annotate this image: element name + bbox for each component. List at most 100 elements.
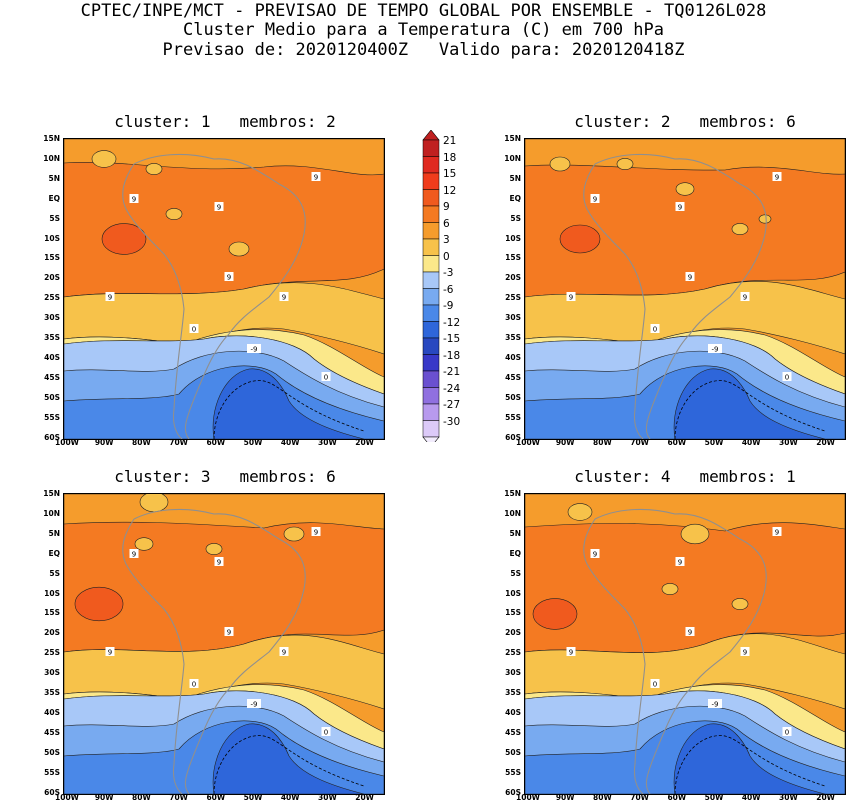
svg-text:0: 0	[785, 729, 789, 737]
colorbar-swatch	[422, 288, 440, 306]
latitude-tick-label: 30S	[505, 668, 521, 678]
contour-label: -9	[247, 344, 261, 354]
svg-text:9: 9	[569, 294, 573, 302]
longitude-tick-label: 80W	[132, 793, 151, 802]
latitude-tick-label: 45S	[44, 727, 60, 737]
longitude-tick-label: 70W	[630, 438, 649, 447]
latitude-tick-label: EQ	[48, 548, 61, 558]
contour-label: 9	[129, 549, 139, 559]
longitude-tick-label: 40W	[741, 793, 761, 802]
svg-text:9: 9	[314, 529, 318, 537]
latitude-tick-label: 5N	[48, 173, 61, 183]
svg-text:9: 9	[314, 174, 318, 182]
temperature-band	[525, 522, 845, 654]
map-canvas: 9 9 9 9 9 9 0 0 -9	[525, 494, 845, 794]
contour-label: 9	[685, 272, 695, 282]
svg-text:0: 0	[785, 374, 789, 382]
panel-title: cluster: 1 membros: 2	[114, 112, 336, 131]
colorbar-tick-label: 15	[443, 168, 457, 180]
longitude-tick-label: 60W	[667, 793, 687, 802]
longitude-tick-label: 70W	[169, 438, 188, 447]
latitude-tick-label: 10N	[43, 153, 60, 163]
temperature-map-panel: 9 9 9 9 9 9 0 0 -9	[63, 138, 385, 440]
temperature-cell	[661, 583, 679, 595]
contour-label: 0	[321, 372, 331, 382]
svg-text:9: 9	[217, 559, 221, 567]
contour-label: 9	[675, 202, 685, 212]
svg-text:-9: -9	[251, 701, 258, 709]
colorbar-swatch	[422, 387, 440, 405]
contour-label: 9	[685, 627, 695, 637]
latitude-tick-label: 55S	[505, 767, 521, 777]
colorbar-tick-label: 21	[443, 135, 457, 147]
colorbar-swatch	[422, 321, 440, 339]
map-canvas: 9 9 9 9 9 9 0 0 -9	[64, 494, 384, 794]
colorbar-swatch	[422, 255, 440, 273]
colorbar-tick-label: -3	[443, 267, 454, 279]
temperature-band	[212, 723, 365, 794]
svg-text:-9: -9	[712, 346, 719, 354]
contour-label: 9	[214, 557, 224, 567]
latitude-tick-label: 60S	[505, 432, 521, 442]
contour-label: 9	[590, 194, 600, 204]
colorbar-max-arrow	[422, 130, 440, 141]
contour-label: 0	[189, 679, 199, 689]
temperature-cell	[680, 523, 710, 545]
longitude-tick-label: 30W	[779, 438, 798, 447]
latitude-tick-label: 25S	[505, 648, 521, 658]
colorbar-swatch	[422, 304, 440, 322]
colorbar-tick-label: -18	[443, 349, 461, 362]
latitude-tick-label: 5N	[509, 173, 522, 183]
latitude-tick-label: 15S	[44, 253, 60, 263]
latitude-tick-label: 35S	[44, 333, 60, 342]
longitude-tick-label: 90W	[94, 793, 114, 802]
latitude-tick-label: 25S	[505, 293, 521, 303]
svg-text:9: 9	[108, 649, 112, 657]
latitude-tick-label: 40S	[505, 352, 521, 362]
latitude-tick-label: 35S	[44, 688, 60, 697]
contour-label: 9	[279, 292, 289, 302]
temperature-cell	[731, 598, 749, 610]
colorbar-tick-label: -12	[443, 316, 461, 329]
contour-dashed	[213, 735, 365, 794]
colorbar-swatch	[422, 189, 440, 207]
svg-text:9: 9	[688, 274, 692, 282]
temperature-map-panel: 9 9 9 9 9 9 0 0 -9	[63, 493, 385, 795]
temperature-cell	[165, 208, 183, 220]
longitude-tick-label: 80W	[132, 438, 151, 447]
temperature-band	[64, 521, 384, 653]
latitude-tick-label: 50S	[505, 392, 521, 402]
main-title: CPTEC/INPE/MCT - PREVISAO DE TEMPO GLOBA…	[80, 1, 767, 21]
forecast-dates: Previsao de: 2020120400Z Valido para: 20…	[162, 40, 685, 60]
contour-dashed	[674, 380, 826, 439]
longitude-tick-label: 100W	[55, 793, 79, 802]
colorbar-tick-label: -21	[443, 366, 461, 378]
latitude-tick-label: 10N	[43, 508, 60, 518]
longitude-tick-label: 90W	[94, 438, 114, 447]
latitude-tick-label: 35S	[505, 688, 521, 697]
colorbar-min-arrow	[422, 436, 440, 442]
contour-label: 0	[782, 727, 792, 737]
longitude-tick-label: 20W	[355, 438, 374, 447]
latitude-tick-label: 40S	[505, 707, 521, 717]
latitude-tick-label: EQ	[509, 193, 522, 203]
latitude-tick-label: 30S	[44, 313, 60, 323]
latitude-tick-label: 20S	[44, 273, 60, 283]
contour-label: -9	[247, 699, 261, 709]
svg-text:0: 0	[324, 729, 328, 737]
longitude-tick-label: 50W	[243, 438, 263, 447]
coastline	[122, 153, 306, 439]
svg-text:9: 9	[227, 629, 231, 637]
latitude-tick-label: 40S	[44, 707, 60, 717]
latitude-tick-label: 20S	[505, 628, 521, 638]
contour-label: 9	[105, 292, 115, 302]
colorbar-swatch	[422, 337, 440, 355]
latitude-tick-label: EQ	[48, 193, 61, 203]
colorbar-tick-label: -15	[443, 333, 461, 345]
latitude-tick-label: 5N	[509, 528, 522, 538]
contour-label: 9	[105, 647, 115, 657]
longitude-tick-label: 30W	[318, 793, 337, 802]
contour-label: 9	[311, 527, 321, 537]
temperature-cell	[205, 543, 223, 555]
latitude-tick-label: 15N	[504, 489, 521, 498]
